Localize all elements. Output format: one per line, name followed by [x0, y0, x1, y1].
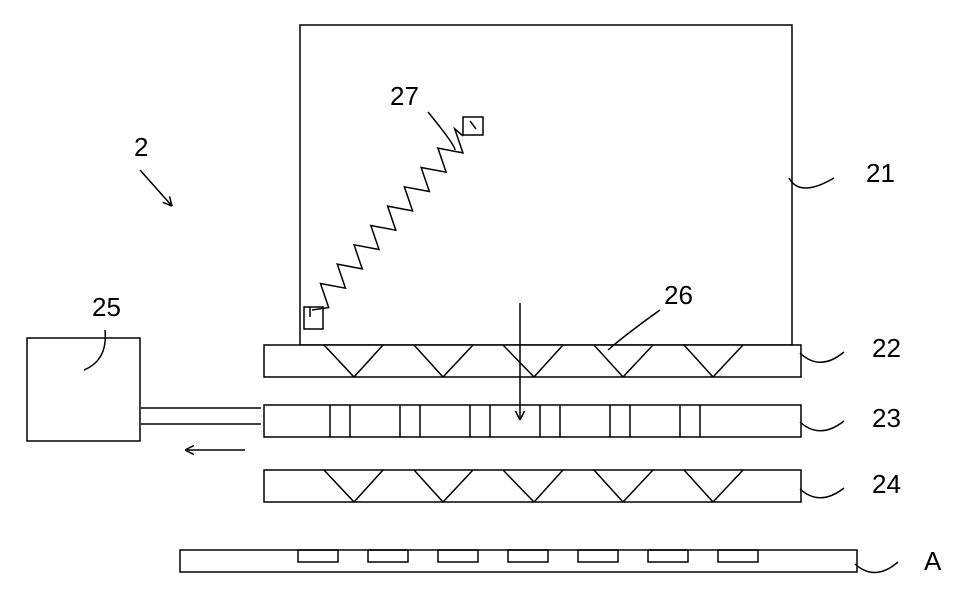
svg-text:27: 27	[390, 81, 419, 111]
svg-text:2: 2	[134, 132, 148, 162]
svg-text:22: 22	[872, 333, 901, 363]
svg-text:25: 25	[92, 292, 121, 322]
svg-text:21: 21	[866, 158, 895, 188]
svg-text:A: A	[924, 546, 942, 576]
svg-text:24: 24	[872, 469, 901, 499]
svg-text:23: 23	[872, 403, 901, 433]
svg-text:26: 26	[664, 280, 693, 310]
